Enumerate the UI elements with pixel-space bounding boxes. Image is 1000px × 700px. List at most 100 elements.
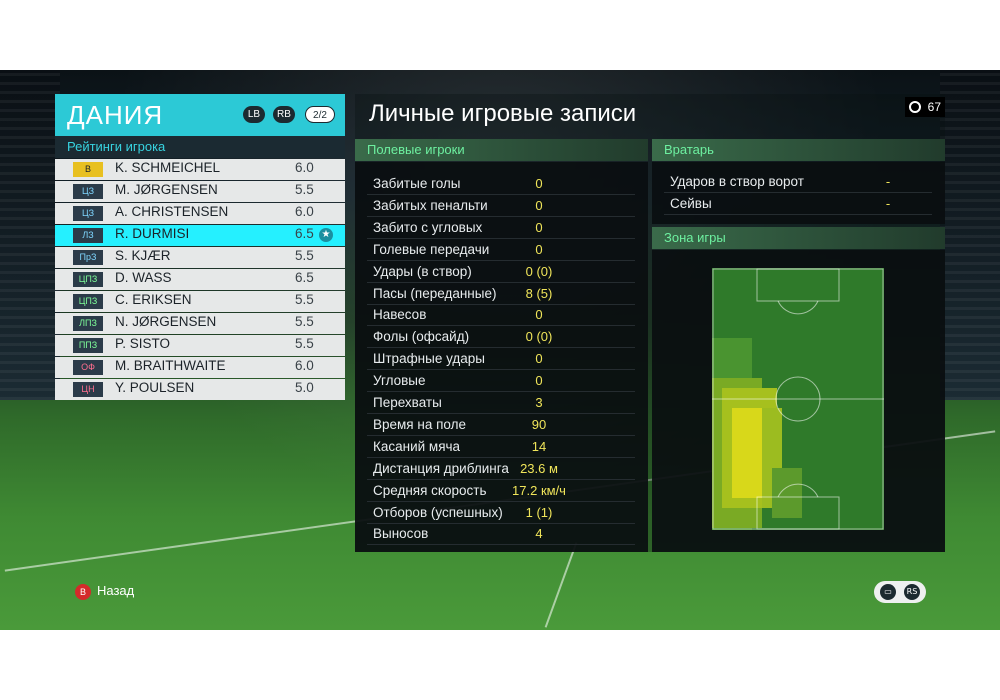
player-rating: 5.5 <box>295 248 314 263</box>
page-title: Личные игровые записи <box>369 100 637 127</box>
timer-value: 67 <box>927 100 941 114</box>
stat-row: Голевые передачи 0 <box>367 240 635 261</box>
heatmap <box>712 268 884 530</box>
lb-button[interactable]: LB <box>243 106 265 123</box>
player-row[interactable]: ЛЗ R. DURMISI 6.5 ★ <box>55 225 345 246</box>
stat-row: Дистанция дриблинга 23.6 м <box>367 459 635 480</box>
stat-label: Выносов <box>373 526 429 542</box>
back-label: Назад <box>97 583 135 598</box>
stat-label: Забитые голы <box>373 176 461 191</box>
b-button-icon: B <box>75 584 91 600</box>
player-rating: 5.5 <box>295 182 314 197</box>
player-rating: 6.5 <box>295 226 314 241</box>
player-row[interactable]: ЦЗ M. JØRGENSEN 5.5 <box>55 181 345 202</box>
player-name: N. JØRGENSEN <box>115 314 217 329</box>
game-screen: ДАНИЯ LB RB 2/2 Рейтинги игрока В K. SCHM… <box>0 70 1000 630</box>
stat-value: 3 <box>535 395 543 410</box>
stat-label: Отборов (успешных) <box>373 504 503 520</box>
clock-icon <box>909 101 921 113</box>
player-row[interactable]: ЦЗ A. CHRISTENSEN 6.0 <box>55 203 345 224</box>
stat-value: 0 <box>535 176 543 191</box>
player-name: D. WASS <box>115 270 172 285</box>
stat-value: 0 (0) <box>525 263 553 279</box>
player-row[interactable]: ЦПЗ C. ERIKSEN 5.5 <box>55 291 345 312</box>
rs-button-icon: RS <box>904 584 920 600</box>
stat-label: Пасы (переданные) <box>373 285 497 301</box>
play-zone-header: Зона игры <box>652 227 945 249</box>
page-indicator: 2/2 <box>305 106 335 123</box>
player-rating: 6.0 <box>295 204 314 219</box>
position-badge: ЦЗ <box>73 184 103 199</box>
stat-label: Удары (в створ) <box>373 263 472 279</box>
chat-button[interactable]: ▭ RS <box>874 581 926 603</box>
stat-row: Время на поле 90 <box>367 415 635 436</box>
player-rating: 5.5 <box>295 336 314 351</box>
player-name: K. SCHMEICHEL <box>115 160 221 175</box>
stat-label: Время на поле <box>373 416 466 432</box>
player-row[interactable]: В K. SCHMEICHEL 6.0 <box>55 159 345 180</box>
stat-label: Забито с угловых <box>373 219 483 235</box>
stat-value: 0 <box>535 219 543 235</box>
position-badge: ППЗ <box>73 338 103 353</box>
stat-label: Голевые передачи <box>373 241 490 257</box>
field-players-header: Полевые игроки <box>355 139 648 161</box>
player-name: A. CHRISTENSEN <box>115 204 229 219</box>
stat-label: Угловые <box>373 373 426 389</box>
rb-button[interactable]: RB <box>273 106 295 123</box>
player-name: S. KJÆR <box>115 248 171 263</box>
stat-value: 1 (1) <box>525 504 553 520</box>
stat-row: Забито с угловых 0 <box>367 218 635 239</box>
stat-row: Перехваты 3 <box>367 393 635 414</box>
player-rating: 6.0 <box>295 160 314 175</box>
player-row[interactable]: ЦН Y. POULSEN 5.0 <box>55 379 345 400</box>
player-row[interactable]: ППЗ P. SISTO 5.5 <box>55 335 345 356</box>
stat-label: Штрафные удары <box>373 351 485 367</box>
stat-row: Отборов (успешных) 1 (1) <box>367 503 635 524</box>
stat-value: 0 <box>535 307 543 323</box>
stat-row: Фолы (офсайд) 0 (0) <box>367 327 635 349</box>
gk-stat-row: Сейвы - <box>664 194 932 215</box>
stat-label: Дистанция дриблинга <box>373 460 509 476</box>
stat-value: 0 <box>535 351 543 367</box>
stat-row: Штрафные удары 0 <box>367 349 635 371</box>
stat-value: 4 <box>535 526 543 542</box>
team-panel: ДАНИЯ LB RB 2/2 Рейтинги игрока В K. SCHM… <box>55 94 345 400</box>
stat-label: Навесов <box>373 307 427 323</box>
position-badge: ЦЗ <box>73 206 103 221</box>
player-row[interactable]: ЦПЗ D. WASS 6.5 <box>55 269 345 290</box>
stat-value: 23.6 м <box>520 460 558 476</box>
player-rating: 5.5 <box>295 314 314 329</box>
stat-row: Средняя скорость 17.2 км/ч <box>367 481 635 502</box>
stat-value: 17.2 км/ч <box>512 482 566 498</box>
stat-row: Забитые голы 0 <box>367 174 635 195</box>
stat-value: 0 <box>535 373 543 389</box>
goalkeeper-header: Вратарь <box>652 139 945 161</box>
match-timer: 67 <box>905 97 945 117</box>
stat-row: Удары (в створ) 0 (0) <box>367 262 635 283</box>
position-badge: ОФ <box>73 360 103 375</box>
stat-value: - <box>885 196 891 211</box>
ratings-header: Рейтинги игрока <box>55 136 345 158</box>
player-row[interactable]: ОФ M. BRAITHWAITE 6.0 <box>55 357 345 378</box>
stat-label: Средняя скорость <box>373 482 487 498</box>
player-rating: 5.0 <box>295 380 314 395</box>
player-name: R. DURMISI <box>115 226 190 241</box>
stat-value: 14 <box>531 438 547 454</box>
stadium-stand-left <box>0 70 60 400</box>
records-panel: Личные игровые записи 67 Полевые игроки … <box>355 94 945 552</box>
stat-value: 0 <box>535 197 543 213</box>
stat-row: Навесов 0 <box>367 305 635 327</box>
stat-value: 8 (5) <box>525 285 553 301</box>
position-badge: ЦПЗ <box>73 294 103 309</box>
player-row[interactable]: ПрЗ S. KJÆR 5.5 <box>55 247 345 268</box>
stat-label: Фолы (офсайд) <box>373 329 470 345</box>
stat-label: Касаний мяча <box>373 438 461 454</box>
stat-value: 90 <box>531 416 547 432</box>
stadium-stand-right <box>940 70 1000 400</box>
stat-label: Перехваты <box>373 395 442 410</box>
player-name: M. JØRGENSEN <box>115 182 218 197</box>
player-row[interactable]: ЛПЗ N. JØRGENSEN 5.5 <box>55 313 345 334</box>
position-badge: ПрЗ <box>73 250 103 265</box>
stat-value: - <box>885 174 891 189</box>
field-stats-box: Забитые голы 0 Забитых пенальти 0 Забито с у… <box>355 162 648 552</box>
